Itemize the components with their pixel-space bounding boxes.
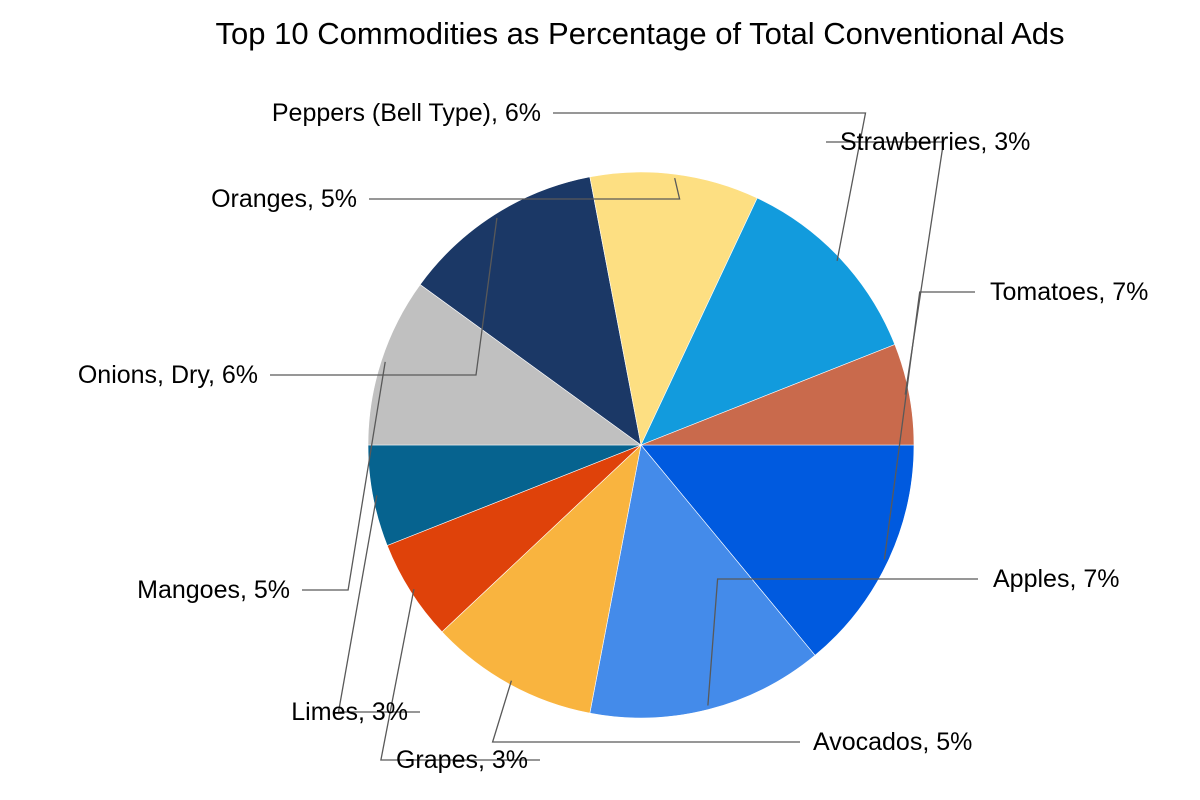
pie-slice-onions-dry: [419, 176, 642, 446]
data-label-oranges: Oranges, 5%: [211, 185, 357, 213]
pie-slice-oranges: [589, 171, 758, 446]
leader-lines: [270, 112, 978, 761]
data-label-avocados: Avocados, 5%: [813, 728, 972, 756]
data-label-grapes: Grapes, 3%: [396, 746, 528, 774]
data-label-limes: Limes, 3%: [291, 698, 408, 726]
data-label-apples: Apples, 7%: [993, 565, 1119, 593]
chart-title: Top 10 Commodities as Percentage of Tota…: [216, 16, 1065, 51]
data-labels: Tomatoes, 7% Apples, 7% Avocados, 5% Grapes…: [78, 99, 1149, 774]
data-label-onions-dry: Onions, Dry, 6%: [78, 361, 258, 389]
leader-line-peppers-bell-type: [553, 112, 867, 262]
leader-line-avocados: [491, 680, 800, 743]
leader-line-limes: [337, 495, 420, 713]
leader-line-tomatoes: [883, 291, 975, 560]
pie-slice-avocados: [441, 444, 642, 714]
data-label-strawberries: Strawberries, 3%: [840, 128, 1030, 156]
data-label-mangoes: Mangoes, 5%: [137, 576, 290, 604]
data-label-peppers-bell-type: Peppers (Bell Type), 6%: [272, 99, 541, 127]
pie-slice-mangoes: [367, 284, 642, 446]
leader-line-grapes: [380, 588, 540, 761]
pie-slice-tomatoes: [640, 444, 915, 656]
pie-slices: [367, 171, 915, 719]
pie-slice-strawberries: [640, 344, 915, 446]
leader-line-mangoes: [302, 361, 386, 591]
pie-slice-apples: [589, 444, 816, 719]
leader-line-strawberries: [826, 141, 945, 395]
data-label-tomatoes: Tomatoes, 7%: [990, 278, 1148, 306]
leader-line-oranges: [369, 177, 681, 200]
pie-slice-peppers-bell-type: [640, 197, 896, 446]
leader-line-apples: [707, 578, 978, 706]
leader-line-onions-dry: [270, 217, 498, 376]
